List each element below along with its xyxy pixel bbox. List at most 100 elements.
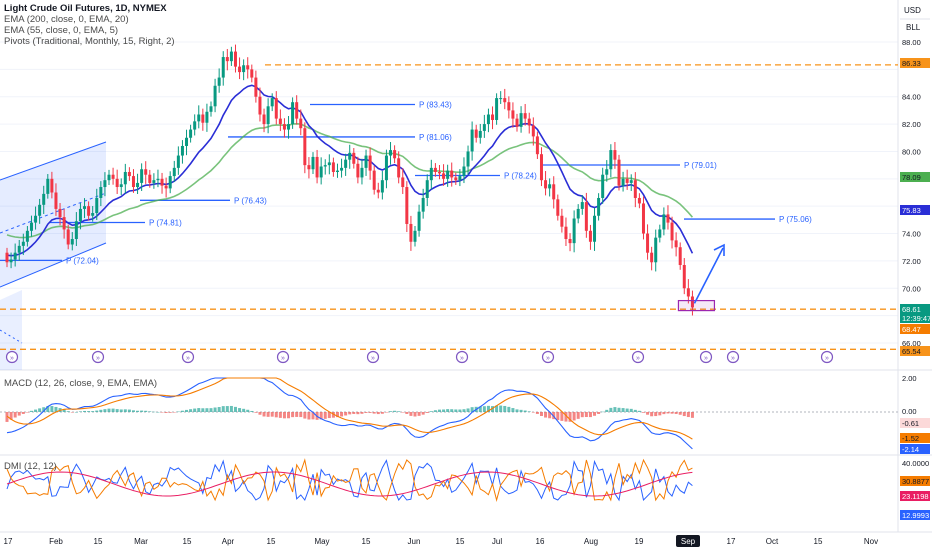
macd-histogram-bar — [303, 412, 307, 419]
candle-body — [25, 230, 29, 242]
dmi-badge-text: 12.9993 — [902, 511, 929, 520]
pivots-legend[interactable]: Pivots (Traditional, Monthly, 15, Right,… — [4, 36, 175, 47]
macd-histogram-bar — [625, 408, 629, 412]
ema200-legend[interactable]: EMA (200, close, 0, EMA, 20) — [4, 14, 129, 25]
macd-histogram-bar — [180, 410, 184, 412]
event-marker-icon — [91, 350, 105, 364]
macd-histogram-bar — [486, 405, 490, 412]
event-marker-glyph: » — [825, 355, 829, 362]
macd-histogram-bar — [74, 411, 78, 413]
candle-body — [5, 252, 9, 263]
candle-body — [217, 77, 221, 86]
candle-body — [185, 137, 189, 146]
candle-body — [21, 241, 25, 246]
macd-histogram-bar — [344, 412, 348, 416]
macd-histogram-bar — [34, 409, 38, 412]
candle-body — [662, 214, 666, 230]
candle-body — [70, 239, 74, 245]
time-tick: 15 — [362, 537, 371, 546]
macd-histogram-bar — [136, 410, 140, 412]
time-tick: Aug — [584, 537, 598, 546]
candle-body — [323, 165, 327, 167]
dmi-legend[interactable]: DMI (12, 12) — [4, 461, 57, 472]
macd-pane — [0, 377, 898, 450]
macd-legend[interactable]: MACD (12, 26, close, 9, EMA, EMA) — [4, 378, 158, 389]
macd-histogram-bar — [560, 412, 564, 421]
candles — [5, 44, 694, 316]
candle-body — [274, 98, 278, 119]
macd-histogram-bar — [470, 407, 474, 412]
event-marker-glyph: » — [704, 355, 708, 362]
candle-body — [531, 125, 535, 137]
price-tick: 72.00 — [902, 257, 921, 266]
ema55-legend[interactable]: EMA (55, close, 0, EMA, 5) — [4, 25, 119, 36]
dashed-levels — [0, 64, 898, 350]
candle-body — [115, 178, 119, 188]
pivot-label: P (75.06) — [779, 215, 812, 224]
candle-body — [486, 114, 490, 125]
macd-histogram-bar — [189, 409, 193, 412]
time-tick: Jul — [492, 537, 502, 546]
candle-body — [597, 197, 601, 216]
macd-histogram-bar — [213, 407, 217, 412]
candle-body — [168, 176, 172, 189]
macd-histogram-bar — [433, 410, 437, 412]
price-badge — [900, 346, 930, 356]
candle-body — [666, 214, 670, 223]
time-tick: 17 — [727, 537, 736, 546]
price-tick: 80.00 — [902, 147, 921, 156]
candle-body — [209, 106, 213, 112]
candle-body — [42, 193, 46, 205]
macd-histogram-bar — [95, 410, 99, 412]
price-tick: 82.00 — [902, 120, 921, 129]
candle-body — [291, 102, 295, 125]
macd-histogram-bar — [605, 409, 609, 412]
macd-histogram-bar — [621, 408, 625, 412]
channel-mid — [0, 192, 107, 234]
candle-body — [637, 197, 641, 204]
candle-body — [327, 162, 331, 166]
macd-histogram-bar — [393, 410, 397, 412]
macd-histogram-bar — [535, 412, 539, 414]
macd-histogram-bar — [319, 412, 323, 420]
candle-body — [17, 245, 21, 253]
time-tick: 15 — [94, 537, 103, 546]
time-axis[interactable]: 17 Feb 15 Mar 15 Apr 15 May 15 Jun 15 Jul 16 Aug 19 Sep… — [4, 535, 879, 547]
price-badge-text: 78.09 — [902, 173, 921, 182]
candle-body — [344, 159, 348, 168]
candle-body — [197, 114, 201, 122]
candle-body — [462, 166, 466, 177]
candle-body — [556, 199, 560, 216]
macd-histogram-bar — [119, 409, 123, 412]
candle-body — [127, 171, 131, 177]
dmi-badge-text: 23.1198 — [902, 492, 929, 501]
macd-histogram-bar — [646, 412, 650, 415]
currency-label: USD — [904, 6, 921, 15]
macd-histogram-bar — [29, 410, 33, 412]
candle-body — [601, 174, 605, 198]
candle-body — [262, 114, 266, 125]
macd-histogram-bar — [527, 411, 531, 412]
price-badge — [900, 58, 930, 68]
macd-histogram-bar — [564, 412, 568, 422]
candle-body — [95, 197, 99, 214]
macd-histogram-bar — [246, 409, 250, 412]
price-badge-text: 68.47 — [902, 325, 921, 334]
candle-body — [625, 178, 629, 183]
macd-badge — [900, 433, 930, 443]
candle-body — [205, 111, 209, 123]
candle-body — [242, 65, 246, 73]
macd-histogram-bar — [548, 412, 552, 419]
candle-body — [99, 187, 103, 198]
macd-histogram-bar — [115, 409, 119, 412]
price-axis[interactable]: USD BLL 88.00 84.00 82.00 80.00 74.00 72.00 70.0… — [900, 6, 931, 520]
candle-body — [348, 152, 352, 160]
candle-body — [364, 155, 368, 168]
macd-histogram-bar — [678, 412, 682, 415]
candle-body — [221, 57, 225, 78]
macd-histogram-bar — [66, 411, 70, 412]
macd-histogram-bar — [225, 406, 229, 412]
channel-extension — [0, 329, 23, 344]
candle-body — [131, 176, 135, 188]
